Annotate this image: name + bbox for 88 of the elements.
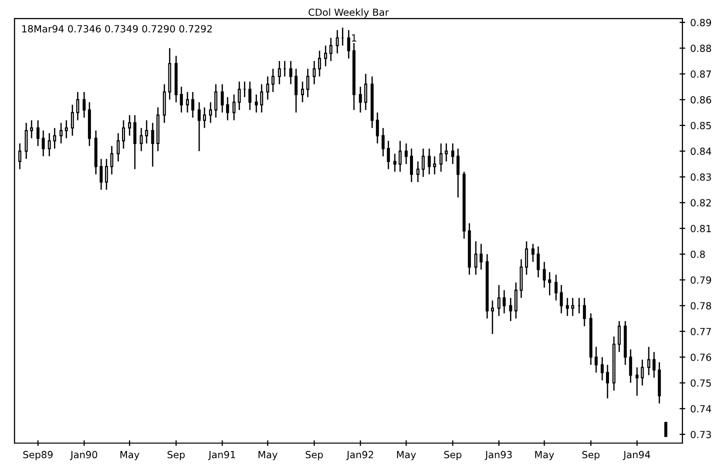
x-tick-label: Sep (168, 450, 185, 460)
candlestick (370, 76, 374, 129)
x-tick-label: Jan94 (622, 450, 650, 460)
y-tick-label: 0.74 (690, 405, 712, 412)
candlestick (502, 290, 506, 314)
y-tick-label: 0.87 (690, 70, 711, 78)
candlestick (428, 148, 431, 175)
annotation: 18Mar94 0.7346 0.7349 0.7290 0.7292 (22, 25, 212, 32)
x-tick-label: Sep (306, 450, 323, 460)
candlestick (640, 359, 644, 386)
candlestick (474, 240, 478, 276)
candlestick (220, 84, 224, 114)
y-tick-label: 0.84 (690, 148, 712, 155)
candlestick (64, 120, 68, 139)
candlestick (260, 84, 264, 114)
candlestick (53, 127, 56, 150)
candlestick (151, 122, 154, 168)
x-tick-label: Sep89 (23, 450, 53, 460)
candlestick (191, 91, 194, 118)
candlestick (542, 261, 546, 288)
y-tick-label: 0.8 (690, 250, 705, 258)
y-tick-label: 0.75 (690, 379, 711, 387)
candlestick (214, 84, 218, 118)
candlestick (306, 68, 310, 98)
candlestick (594, 346, 598, 374)
y-tick-label: 0.83 (690, 173, 711, 181)
candlestick (589, 312, 592, 366)
candlestick (140, 127, 143, 152)
candlestick (347, 30, 350, 60)
candlestick (618, 320, 621, 353)
y-tick-label: 0.76 (690, 354, 712, 361)
y-tick-label: 0.81 (690, 224, 711, 232)
x-tick-label: Jan93 (484, 450, 512, 460)
y-tick-label: 0.89 (690, 18, 712, 26)
x-tick-label: Jan92 (346, 450, 374, 460)
chart-title: CDol Weekly Bar (308, 8, 389, 18)
candlestick (404, 142, 408, 165)
candlestick (82, 91, 86, 118)
x-tick-label: May (397, 451, 416, 460)
candlestick (624, 320, 627, 366)
y-tick-label: 0.73 (690, 430, 711, 438)
y-tick-label: 0.85 (690, 122, 711, 130)
candlestick (76, 91, 80, 121)
y-tick-label: 0.82 (690, 199, 711, 206)
candlestick (422, 148, 425, 178)
y-tick-label: 0.77 (690, 328, 711, 336)
annotation: 1 (352, 34, 356, 42)
candlestick (24, 122, 28, 160)
candlestick (110, 145, 114, 175)
y-tick-label: 0.79 (690, 276, 712, 284)
candlestick (364, 73, 368, 111)
candlestick (133, 114, 136, 170)
candlestick (520, 258, 523, 299)
candlestick (444, 142, 448, 162)
y-tick-label: 0.86 (690, 96, 712, 104)
candlestick (486, 254, 489, 320)
x-tick-label: Jan91 (208, 450, 236, 460)
x-tick-label: Jan90 (70, 450, 98, 460)
y-tick-label: 0.88 (690, 44, 712, 52)
candlestick (238, 81, 241, 111)
candlestick (451, 142, 454, 165)
candlestick (266, 76, 270, 100)
candlestick (336, 30, 339, 54)
candlestick (393, 153, 396, 172)
candlestick (198, 102, 201, 152)
candlestick (536, 246, 540, 278)
candlestick (647, 346, 650, 376)
candlestick (168, 48, 172, 100)
candlestick (100, 158, 103, 190)
x-tick-label: May (258, 451, 278, 460)
candlestick (312, 60, 316, 85)
candlestick (254, 94, 258, 114)
candlestick (509, 297, 512, 322)
y-tick-label: 0.78 (690, 302, 712, 310)
candlestick (398, 140, 402, 172)
x-tick-label: Sep (582, 450, 600, 460)
candlestick (116, 132, 120, 162)
candlestick (18, 142, 22, 170)
candlestick (600, 356, 604, 381)
candlestick (289, 60, 292, 85)
candlestick (48, 132, 51, 157)
candlestick (560, 284, 563, 314)
x-tick-label: May (535, 451, 554, 460)
candlestick (658, 362, 661, 404)
x-tick-label: May (120, 451, 140, 460)
candlestick (42, 130, 45, 157)
candlestick (571, 297, 574, 317)
x-tick-label: Sep (444, 450, 462, 460)
